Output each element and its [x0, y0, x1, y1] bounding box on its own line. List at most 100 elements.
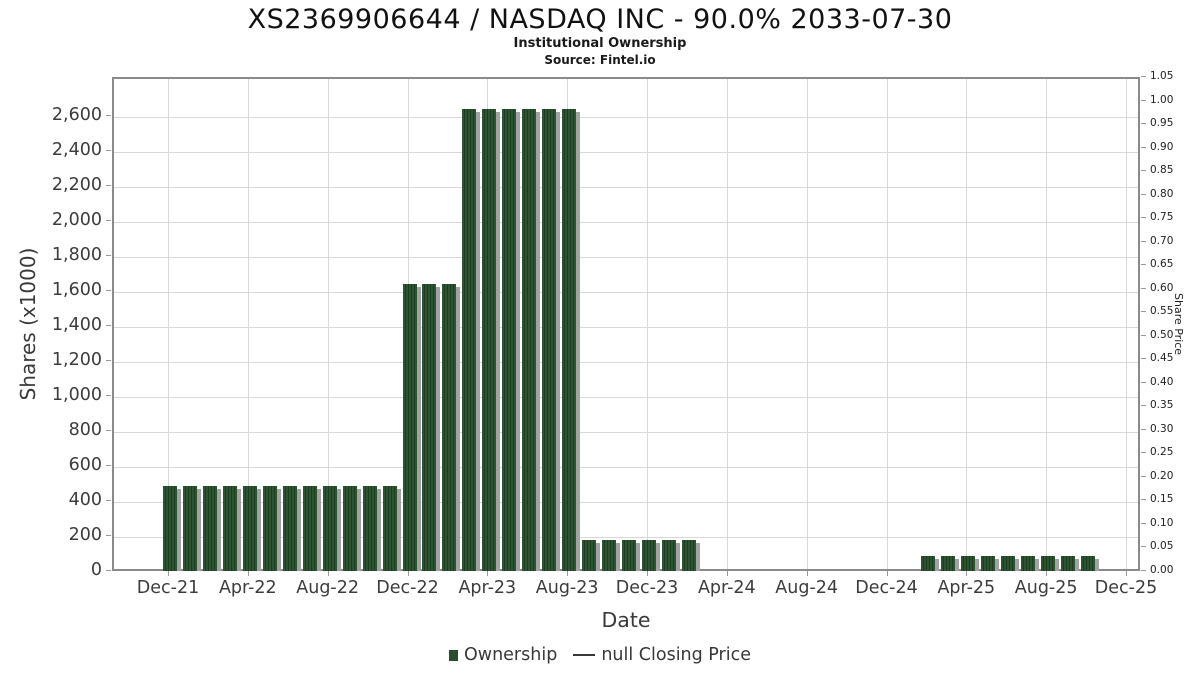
ownership-bar [542, 109, 557, 571]
x-axis-tick [168, 571, 169, 576]
chart-source-label: Source: Fintel.io [544, 53, 656, 67]
legend: Ownership null Closing Price [0, 645, 1200, 665]
y-right-tick-label: 0.30 [1150, 422, 1174, 435]
ownership-bar [422, 284, 437, 571]
x-axis-tick [1046, 571, 1048, 576]
gridline-horizontal [114, 292, 1138, 293]
y-right-tick-label: 0.85 [1150, 164, 1174, 177]
y-right-tick-label: 1.05 [1150, 70, 1174, 82]
ownership-bar [402, 284, 417, 571]
y-right-axis-tick [1141, 428, 1146, 430]
y-right-tick-label: 0.90 [1150, 140, 1174, 153]
y-right-axis-tick [1141, 358, 1146, 360]
gridline-vertical [647, 79, 648, 569]
y-right-tick-label: 0.95 [1150, 117, 1174, 130]
y-right-axis-tick [1141, 452, 1146, 454]
ownership-bar [961, 555, 976, 571]
gridline-vertical [726, 79, 728, 569]
ownership-bar [921, 555, 936, 571]
ownership-bar [622, 539, 637, 571]
ownership-bar [302, 485, 317, 571]
y-left-tick-label: 1,600 [51, 280, 102, 300]
gridline-horizontal [114, 257, 1138, 258]
x-axis-tick [647, 571, 648, 576]
closing-price-line-marker-icon [573, 653, 596, 657]
y-left-axis-tick [106, 290, 111, 291]
y-left-axis-tick [106, 500, 111, 501]
x-tick-label: Apr-24 [697, 578, 756, 598]
x-axis-tick [407, 571, 409, 576]
ownership-bar [661, 539, 676, 571]
y-right-axis-tick [1141, 475, 1146, 477]
y-left-tick-label: 0 [90, 560, 102, 580]
y-right-axis-tick [1141, 217, 1146, 219]
x-tick-label: Apr-23 [458, 578, 517, 598]
x-axis-tick [726, 571, 728, 576]
x-tick-label: Dec-24 [855, 578, 918, 598]
x-axis-tick [247, 571, 249, 576]
y-right-axis-tick [1141, 193, 1146, 195]
y-left-tick-label: 1,200 [51, 350, 102, 370]
y-left-tick-label: 400 [68, 490, 102, 510]
x-tick-label: Aug-22 [296, 578, 360, 598]
ownership-bar [582, 539, 597, 571]
y-axis-right-title: Share Price [1172, 292, 1185, 356]
ownership-bar [502, 109, 517, 571]
y-left-tick-label: 600 [68, 455, 102, 475]
y-left-axis-tick [106, 220, 111, 221]
gridline-vertical [247, 79, 249, 569]
chart-title: XS2369906644 / NASDAQ INC - 90.0% 2033-0… [247, 4, 953, 35]
y-right-tick-label: 1.00 [1150, 93, 1174, 106]
x-tick-label: Dec-23 [615, 578, 679, 598]
x-axis-tick [567, 571, 569, 576]
y-right-tick-label: 0.65 [1150, 258, 1174, 271]
y-left-axis-tick [106, 325, 111, 326]
x-axis-tick [1126, 571, 1127, 576]
y-left-tick-label: 200 [68, 525, 102, 545]
ownership-bar [163, 485, 177, 571]
y-right-tick-label: 0.55 [1150, 305, 1174, 318]
x-axis-tick [327, 571, 329, 576]
y-right-tick-label: 0.10 [1150, 516, 1174, 529]
y-right-tick-label: 0.70 [1150, 234, 1174, 247]
ownership-bar [382, 485, 397, 571]
y-left-axis-tick [106, 430, 111, 431]
gridline-vertical [168, 79, 169, 569]
ownership-bar [442, 284, 457, 571]
y-right-axis-tick [1141, 522, 1146, 524]
x-axis-tick [487, 571, 489, 576]
y-left-axis-tick [106, 360, 111, 361]
ownership-bar [322, 485, 337, 571]
gridline-vertical [327, 79, 329, 569]
y-right-axis-tick [1141, 123, 1146, 125]
y-right-tick-label: 0.05 [1150, 540, 1174, 553]
y-right-tick-label: 0.75 [1150, 211, 1174, 224]
ownership-bar [681, 539, 696, 571]
y-right-axis-tick [1141, 99, 1146, 101]
y-right-tick-label: 0.80 [1150, 187, 1174, 200]
gridline-vertical [966, 79, 968, 569]
gridline-horizontal [114, 187, 1138, 188]
legend-label-closing-price: null Closing Price [601, 645, 752, 665]
y-left-tick-label: 2,200 [51, 175, 102, 195]
y-right-axis-tick [1141, 334, 1146, 336]
ownership-bar [1041, 555, 1056, 571]
y-right-tick-label: 0.45 [1150, 352, 1174, 365]
ownership-bar [562, 109, 577, 571]
gridline-horizontal [114, 467, 1138, 468]
ownership-bar [462, 109, 477, 571]
y-right-tick-label: 0.50 [1150, 328, 1174, 341]
ownership-bar-marker-icon [448, 649, 458, 661]
y-right-axis-tick [1141, 311, 1146, 313]
ownership-bar [202, 485, 217, 571]
y-left-axis-tick [106, 395, 111, 396]
x-tick-label: Aug-23 [535, 578, 599, 598]
gridline-horizontal [114, 327, 1138, 328]
y-left-axis-tick [106, 115, 111, 116]
x-tick-label: Apr-25 [937, 578, 996, 598]
x-tick-label: Aug-24 [775, 578, 839, 598]
y-right-axis-tick [1141, 240, 1146, 242]
y-right-axis-tick [1141, 76, 1146, 77]
x-axis-tick [966, 571, 968, 576]
x-tick-label: Aug-25 [1014, 578, 1078, 598]
